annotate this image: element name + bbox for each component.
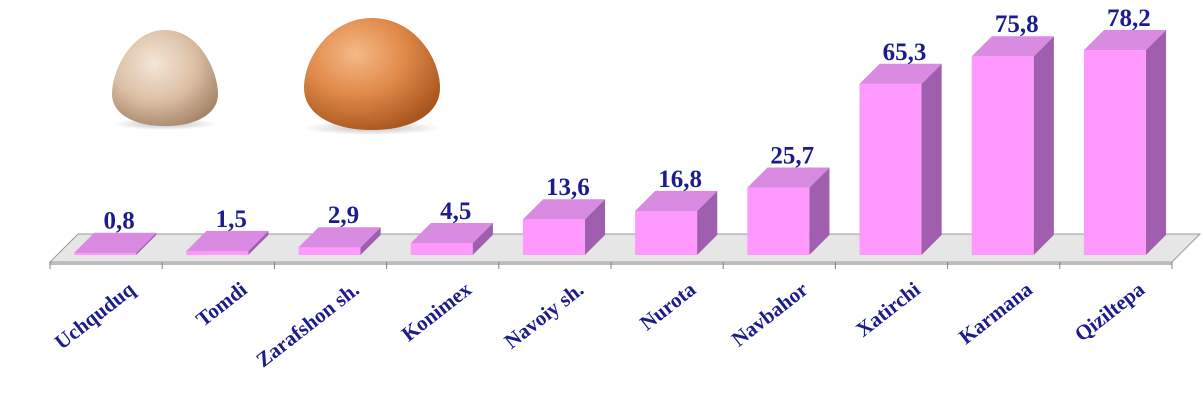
bar-front: [1083, 50, 1146, 256]
category-label: Uchquduq: [50, 277, 140, 354]
bar-top: [1083, 29, 1167, 51]
bar-top: [635, 190, 718, 211]
category-ticks-group: [49, 262, 1173, 269]
category-labels-group: Uchquduq Tomdi Zarafshon sh. Konimex Navoiy …: [50, 277, 1149, 372]
bar-top: [522, 199, 606, 220]
bar-side: [584, 199, 606, 255]
value-label: 75,8: [995, 11, 1039, 38]
value-label: 16,8: [658, 166, 702, 193]
bar-top: [298, 227, 381, 248]
bar-top: [971, 36, 1054, 57]
bar: [522, 199, 606, 255]
bar: [410, 223, 493, 255]
bar: [635, 190, 718, 255]
value-label: 78,2: [1107, 5, 1151, 32]
value-label: 0,8: [103, 208, 134, 235]
bar: [747, 167, 830, 255]
category-label: Nurota: [635, 277, 700, 335]
bar-front: [298, 247, 361, 255]
bar-side: [248, 230, 269, 255]
value-labels-group: 0,8 1,5 2,9 4,5 13,6 16,8 25,7 65,3 75,8 78,2: [103, 5, 1150, 235]
bar-side: [921, 63, 942, 256]
bar: [859, 63, 942, 256]
category-label: Navbahor: [727, 277, 813, 351]
bar-front: [522, 219, 585, 255]
bar-side: [360, 227, 381, 255]
brown-egg-image: [304, 18, 440, 135]
bar-side: [1145, 29, 1167, 256]
value-label: 13,6: [546, 174, 590, 201]
white-egg-image: [112, 30, 218, 130]
bar-top: [74, 232, 157, 253]
category-label: Qiziltepa: [1070, 277, 1150, 346]
bar-top: [859, 63, 942, 84]
value-label: 25,7: [770, 143, 814, 170]
category-label: Xatirchi: [851, 277, 924, 342]
bar-side: [697, 190, 718, 255]
value-label: 2,9: [328, 202, 359, 229]
value-label: 1,5: [216, 206, 247, 233]
bars-group: [74, 29, 1167, 256]
bar-side: [1033, 36, 1054, 255]
bar-top: [410, 223, 493, 244]
bar: [74, 232, 157, 255]
bar-front: [186, 251, 249, 255]
bar-front: [971, 56, 1034, 256]
category-label: Karmana: [954, 277, 1037, 349]
bar-front: [74, 252, 137, 255]
bar-side: [809, 167, 830, 255]
category-label: Zarafshon sh.: [251, 277, 363, 372]
bar-side: [472, 223, 493, 255]
bar-side: [136, 232, 157, 255]
bar-top: [747, 167, 830, 188]
bar: [971, 36, 1054, 256]
category-label: Navoiy sh.: [500, 277, 588, 353]
bar-front: [859, 83, 922, 255]
bar: [186, 230, 269, 255]
category-label: Konimex: [397, 277, 477, 346]
bar: [1083, 29, 1167, 256]
category-label: Tomdi: [191, 277, 251, 331]
bar: [298, 227, 381, 255]
value-label: 65,3: [883, 39, 927, 66]
value-label: 4,5: [440, 198, 471, 225]
bar-top: [186, 230, 269, 252]
bar-front: [747, 187, 810, 255]
bar-front: [635, 210, 698, 255]
bar-front: [410, 243, 473, 255]
